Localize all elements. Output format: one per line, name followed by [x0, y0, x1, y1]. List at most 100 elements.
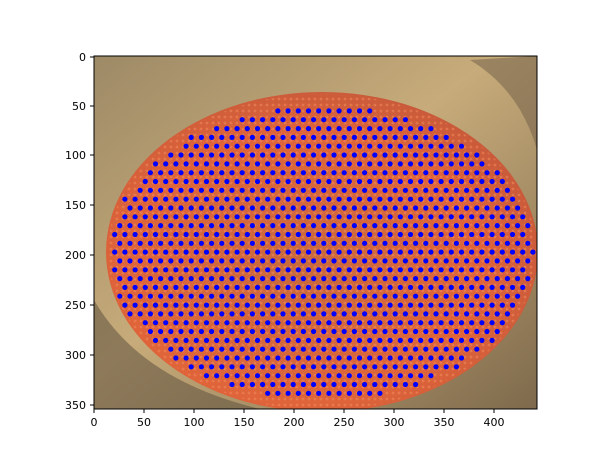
scatter-point [295, 355, 301, 361]
scatter-point [290, 205, 296, 211]
scatter-point [158, 293, 164, 299]
scatter-point [448, 302, 454, 308]
scatter-point [254, 178, 261, 185]
scatter-point [397, 161, 403, 167]
scatter-point [356, 337, 363, 343]
scatter-point [372, 328, 378, 335]
scatter-point [356, 302, 363, 308]
scatter-point [203, 231, 210, 238]
scatter-point [438, 337, 444, 343]
scatter-point [254, 214, 261, 220]
scatter-point [474, 276, 480, 282]
scatter-point [290, 152, 296, 158]
scatter-point [433, 134, 439, 140]
scatter-point [300, 258, 306, 264]
scatter-point [193, 355, 199, 361]
scatter-point [219, 364, 225, 370]
scatter-point [265, 231, 271, 238]
scatter-point [520, 214, 526, 220]
scatter-point [351, 311, 357, 317]
scatter-point [418, 178, 424, 185]
scatter-point [295, 196, 301, 202]
scatter-point [249, 346, 255, 352]
scatter-point [484, 240, 490, 246]
scatter-point [489, 214, 495, 220]
scatter-point [346, 390, 352, 396]
scatter-point [423, 223, 429, 229]
scatter-point [402, 364, 408, 370]
scatter-point [336, 355, 342, 361]
scatter-point [300, 328, 306, 335]
scatter-point [377, 231, 383, 238]
scatter-point [392, 205, 398, 211]
scatter-point [163, 249, 169, 255]
scatter-point [525, 240, 531, 246]
scatter-point [249, 187, 255, 193]
scatter-point [280, 152, 286, 158]
scatter-point [290, 117, 296, 123]
scatter-point [316, 196, 322, 202]
scatter-point [290, 240, 296, 246]
scatter-point [132, 214, 138, 220]
scatter-point [112, 231, 118, 238]
scatter-point [321, 134, 327, 140]
scatter-point [285, 249, 291, 255]
scatter-point [311, 346, 317, 352]
scatter-point [479, 320, 485, 326]
scatter-point [489, 231, 495, 238]
scatter-point [244, 161, 250, 167]
scatter-point [382, 134, 388, 140]
scatter-point [413, 346, 419, 352]
scatter-point [387, 320, 393, 326]
scatter-point [356, 320, 363, 326]
scatter-point [300, 223, 306, 229]
scatter-point [290, 293, 296, 299]
scatter-point [351, 328, 357, 335]
scatter-point [122, 302, 128, 308]
scatter-point [479, 249, 485, 255]
scatter-point [321, 276, 327, 282]
scatter-point [418, 249, 424, 255]
scatter-point [270, 311, 276, 317]
scatter-point [331, 170, 337, 176]
scatter-point [341, 117, 347, 123]
scatter-point [346, 196, 352, 202]
scatter-point [372, 187, 378, 193]
scatter-point [453, 187, 459, 193]
scatter-point [127, 311, 133, 317]
scatter-point [265, 355, 271, 361]
scatter-point [275, 143, 281, 149]
scatter-point [117, 258, 123, 264]
scatter-point [178, 293, 184, 299]
scatter-point [448, 320, 454, 326]
scatter-point [464, 240, 470, 246]
scatter-point [254, 267, 261, 273]
scatter-point [214, 284, 220, 290]
scatter-point [372, 364, 378, 370]
scatter-point [469, 284, 475, 290]
scatter-point [270, 276, 276, 282]
scatter-point [270, 381, 276, 388]
scatter-point [132, 302, 138, 308]
scatter-point [499, 231, 505, 238]
scatter-point [249, 205, 255, 211]
scatter-point [244, 337, 250, 343]
scatter-point [239, 328, 245, 335]
scatter-point [479, 267, 485, 273]
scatter-point [504, 276, 510, 282]
scatter-point [356, 231, 363, 238]
scatter-point [397, 178, 403, 185]
scatter-point [300, 276, 306, 282]
scatter-point [239, 276, 245, 282]
scatter-point [168, 258, 174, 264]
scatter-point [244, 302, 250, 308]
scatter-point [158, 311, 164, 317]
scatter-point [341, 276, 347, 282]
scatter-point [249, 152, 255, 158]
scatter-point [423, 311, 429, 317]
scatter-point [479, 231, 485, 238]
scatter-point [504, 223, 510, 229]
scatter-point [295, 126, 301, 132]
scatter-point [265, 390, 271, 396]
